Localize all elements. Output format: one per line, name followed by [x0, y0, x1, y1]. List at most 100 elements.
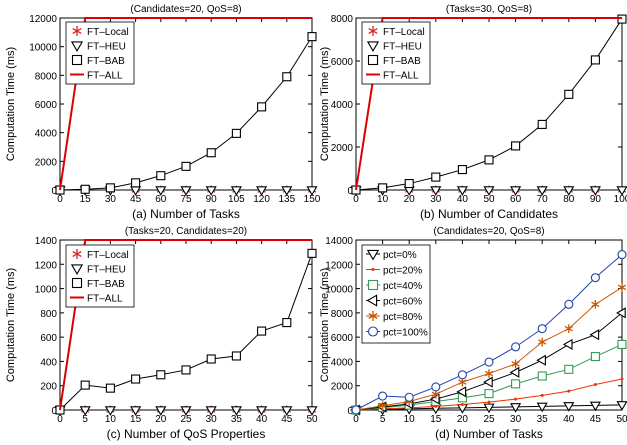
data-point	[510, 186, 522, 196]
x-tick-label: 80	[563, 194, 575, 205]
legend-item: FT–HEU	[70, 264, 126, 276]
x-tick-label: 40	[256, 414, 268, 425]
x-tick-label: 120	[253, 194, 270, 205]
data-point	[206, 354, 216, 364]
legend-label: FT–HEU	[383, 42, 422, 53]
data-point	[460, 403, 464, 407]
data-point	[80, 380, 90, 390]
legend-marker	[72, 26, 82, 36]
data-point	[205, 186, 217, 196]
data-point	[536, 354, 546, 366]
legend-item: FT–HEU	[366, 41, 422, 53]
legend-label: FT–BAB	[87, 279, 125, 290]
series-6	[351, 250, 627, 415]
legend-marker	[368, 26, 378, 36]
legend-label: FT–Local	[87, 27, 129, 38]
y-tick-label: 800	[40, 309, 57, 320]
data-point	[567, 389, 571, 393]
series-3	[351, 14, 627, 195]
x-axis-label: (a) Number of Tasks	[132, 207, 240, 221]
legend-label: FT–ALL	[87, 294, 123, 305]
data-point	[205, 406, 217, 416]
data-point	[589, 329, 600, 341]
chart-title: (Tasks=30, QoS=8)	[446, 4, 532, 15]
legend-item: FT–ALL	[366, 71, 419, 82]
data-point	[378, 391, 388, 401]
x-axis-label: (d) Number of Tasks	[435, 427, 543, 441]
data-point	[536, 402, 548, 413]
legend-label: FT–ALL	[87, 71, 123, 82]
data-point	[378, 401, 387, 411]
y-tick-label: 2000	[331, 382, 354, 393]
x-tick-label: 30	[206, 414, 218, 425]
series-line	[355, 17, 622, 191]
data-point	[181, 161, 191, 171]
x-tick-label: 0	[57, 194, 63, 205]
data-point	[509, 366, 520, 378]
data-point	[617, 282, 627, 292]
data-point	[256, 406, 268, 416]
data-point	[80, 184, 90, 194]
x-axis-label: (c) Number of QoS Properties	[107, 427, 266, 441]
data-point	[256, 186, 268, 196]
chart-title: (Candidates=20, QoS=8)	[433, 226, 544, 237]
data-point	[590, 273, 600, 283]
y-tick-label: 14000	[325, 236, 353, 247]
x-axis-label: (b) Number of Candidates	[420, 207, 558, 221]
legend-item: pct=80%	[366, 311, 422, 323]
legend: FT–Local FT–HEU FT–BAB FT–ALL	[361, 21, 431, 85]
x-tick-label: 30	[105, 194, 117, 205]
data-point	[564, 324, 573, 334]
data-point	[307, 248, 317, 258]
data-point	[540, 393, 544, 397]
y-tick-label: 6000	[331, 333, 354, 344]
series-2	[54, 406, 318, 416]
data-point	[590, 352, 600, 362]
x-tick-label: 15	[80, 194, 92, 205]
legend-item: FT–BAB	[71, 54, 125, 67]
data-point	[564, 364, 574, 374]
data-point	[483, 403, 495, 414]
data-point	[181, 365, 191, 375]
data-point	[484, 389, 494, 399]
data-point	[457, 165, 467, 175]
y-tick-label: 1200	[35, 260, 58, 271]
y-tick-label: 600	[40, 333, 57, 344]
series-3	[55, 32, 317, 195]
legend-label: pct=60%	[383, 297, 422, 308]
legend-item: FT–BAB	[71, 277, 125, 290]
data-point	[564, 299, 574, 309]
x-tick-label: 0	[353, 194, 359, 205]
data-point	[590, 55, 600, 65]
data-point	[130, 406, 142, 416]
chart-panel-2: (Tasks=30, QoS=8) 0 2000 4000 6000 8000 0 10 20 3…	[319, 4, 627, 221]
data-point	[616, 401, 627, 411]
x-tick-label: 30	[430, 194, 442, 205]
x-tick-label: 15	[130, 414, 142, 425]
data-point	[457, 370, 467, 380]
x-tick-label: 5	[82, 414, 88, 425]
data-point	[404, 392, 414, 402]
data-point	[257, 326, 267, 336]
data-point	[616, 307, 626, 319]
y-axis-label: Computation Time (ms)	[319, 47, 331, 161]
data-point	[351, 405, 361, 415]
series-4	[59, 17, 312, 191]
data-point	[105, 183, 115, 193]
data-point	[104, 406, 116, 416]
series-4	[355, 17, 622, 191]
x-tick-label: 45	[281, 414, 293, 425]
data-point	[429, 393, 440, 405]
x-tick-label: 25	[180, 414, 192, 425]
y-tick-label: 400	[40, 357, 57, 368]
series-2	[54, 186, 318, 196]
y-tick-label: 4000	[331, 357, 354, 368]
data-point	[562, 338, 573, 350]
legend-item: FT–HEU	[70, 41, 126, 53]
y-tick-label: 10000	[325, 285, 353, 296]
series-5	[351, 282, 627, 415]
data-point	[456, 386, 467, 398]
legend: pct=0% pct=20% pct=40% pct=60% pct=80% pct=10…	[361, 244, 431, 344]
legend: FT–Local FT–HEU FT–BAB FT–ALL	[65, 21, 135, 85]
